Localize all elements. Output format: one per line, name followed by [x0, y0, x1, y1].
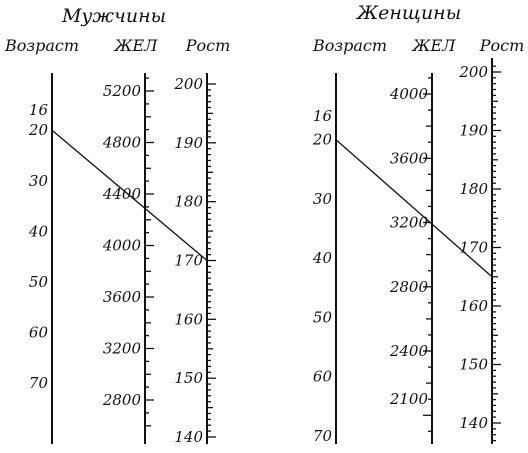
scale-tick-label: 140 [459, 414, 488, 432]
scale-tick-label: 170 [459, 239, 488, 257]
women-example-line [335, 139, 493, 278]
scale-tick-label: 2400 [389, 342, 429, 360]
scale-tick-label: 5200 [103, 82, 142, 100]
scale-tick-label: 170 [174, 252, 203, 270]
scale-tick-label: 140 [174, 428, 203, 446]
women-vc-header: ЖЕЛ [411, 36, 456, 55]
scale-tick-label: 3200 [103, 340, 142, 358]
scale-tick-label: 16 [29, 101, 49, 119]
scale-tick-label: 3600 [390, 149, 429, 167]
scale-tick-label: 40 [28, 222, 49, 240]
scale-tick-label: 160 [174, 310, 203, 328]
panel-title-men: Мужчины [61, 5, 166, 27]
men-example-line [51, 129, 208, 261]
scale-marks: 16 20 30 40 50 60 70 5200 4800 4400 4000 3600 3200 28… [28, 63, 501, 446]
scale-tick-label: 30 [29, 172, 49, 190]
scale-tick-label: 180 [174, 193, 203, 211]
men-vc-header: ЖЕЛ [113, 36, 158, 55]
women-height-header: Рост [479, 36, 525, 55]
scale-tick-label: 40 [312, 249, 333, 267]
scale-tick-label: 50 [313, 309, 333, 327]
scale-tick-label: 150 [459, 356, 488, 374]
scale-tick-label: 16 [313, 107, 333, 125]
men-age-header: Возраст [4, 36, 79, 55]
scale-tick-label: 150 [174, 369, 203, 387]
scale-tick-label: 190 [174, 134, 203, 152]
scale-tick-label: 60 [29, 323, 49, 341]
scale-tick-label: 200 [458, 63, 488, 81]
scale-tick-label: 2100 [389, 390, 429, 408]
scale-tick-label: 4000 [389, 85, 429, 103]
panel-title-women: Женщины [355, 2, 461, 24]
scale-tick-label: 50 [29, 273, 49, 291]
scale-tick-label: 20 [28, 121, 49, 139]
scale-tick-label: 2800 [102, 391, 142, 409]
scale-tick-label: 20 [312, 131, 333, 149]
women-age-header: Возраст [312, 36, 387, 55]
scale-tick-label: 60 [313, 368, 333, 386]
scale-tick-label: 4800 [102, 134, 142, 152]
men-height-header: Рост [185, 36, 231, 55]
scale-tick-label: 70 [29, 374, 49, 392]
scale-tick-label: 190 [459, 122, 488, 140]
scale-tick-label: 4400 [102, 185, 142, 203]
scale-tick-label: 30 [313, 190, 333, 208]
scale-tick-label: 2800 [389, 278, 429, 296]
scale-tick-label: 200 [173, 75, 203, 93]
scale-tick-label: 70 [313, 427, 333, 445]
scale-tick-label: 180 [459, 180, 488, 198]
scale-tick-label: 160 [459, 297, 488, 315]
scale-tick-label: 3200 [390, 214, 429, 232]
scale-tick-label: 3600 [103, 288, 142, 306]
scale-tick-label: 4000 [102, 237, 142, 255]
